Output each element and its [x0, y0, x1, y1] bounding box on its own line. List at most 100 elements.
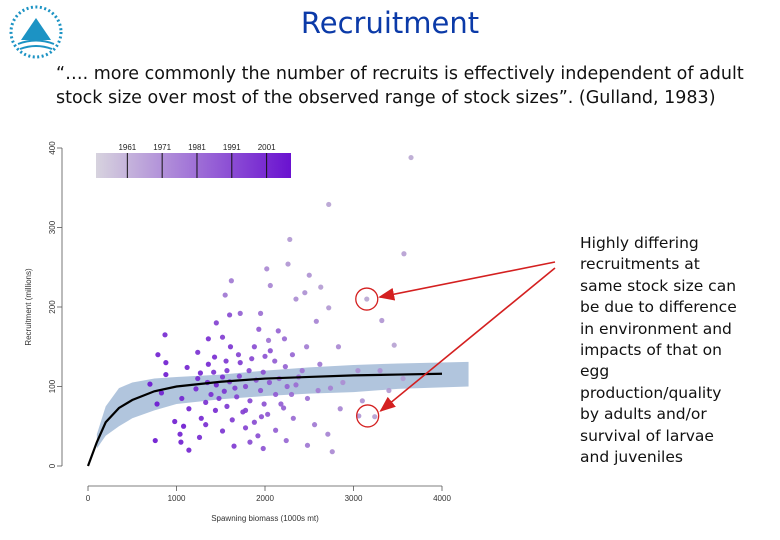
data-point — [306, 272, 312, 278]
data-point — [281, 336, 288, 342]
data-point — [216, 395, 222, 402]
y-axis-label: Recruitment (millions) — [24, 268, 33, 346]
data-point — [289, 352, 296, 358]
highlight-circle — [356, 404, 380, 428]
data-point — [335, 344, 342, 350]
data-point — [391, 342, 397, 348]
y-tick-label: 0 — [48, 463, 57, 468]
data-point — [219, 428, 226, 434]
colorbar-tick-label: 1991 — [223, 143, 241, 152]
data-point — [280, 405, 287, 411]
data-point — [318, 284, 324, 290]
data-point — [273, 427, 279, 433]
data-point — [224, 368, 230, 374]
highlight-circles — [355, 287, 380, 428]
data-point — [212, 407, 219, 413]
data-point — [337, 406, 343, 412]
data-point — [152, 437, 158, 444]
slide-title: Recruitment — [300, 6, 480, 40]
data-point — [251, 344, 257, 350]
data-point — [178, 439, 184, 445]
data-point — [158, 390, 165, 396]
data-point — [326, 201, 332, 208]
data-point — [237, 310, 243, 316]
fit-curve-line — [86, 372, 443, 467]
organization-logo-icon — [9, 5, 63, 59]
data-point — [278, 401, 284, 407]
annotation-text: Highly differing recruitments at same st… — [580, 234, 737, 467]
colorbar-tick-label: 2001 — [258, 143, 276, 152]
data-point — [205, 336, 211, 342]
data-point — [267, 282, 273, 289]
data-point — [221, 388, 227, 394]
data-point — [260, 369, 266, 375]
data-point — [184, 364, 190, 371]
data-point — [223, 358, 229, 364]
data-point — [288, 391, 295, 398]
data-point — [249, 356, 255, 362]
data-point — [266, 379, 273, 386]
x-tick-label: 3000 — [345, 494, 363, 503]
colorbar-tick-label: 1971 — [153, 143, 171, 152]
data-point — [256, 326, 262, 332]
x-axis-label: Spawning biomass (1000s mt) — [211, 514, 319, 523]
data-point — [377, 368, 383, 374]
data-point — [262, 353, 268, 359]
data-point — [193, 386, 199, 392]
data-point — [265, 411, 271, 417]
data-point — [195, 349, 201, 355]
year-colorbar: 1961 1971 1981 1991 2001 — [96, 143, 291, 178]
annotation-arrow — [378, 261, 556, 301]
data-point — [195, 375, 201, 382]
data-point — [180, 423, 187, 429]
data-point — [186, 447, 192, 453]
data-point — [172, 418, 178, 425]
data-point — [224, 403, 230, 409]
fit-curve — [86, 372, 443, 467]
x-tick-label: 0 — [86, 494, 91, 503]
data-point — [242, 383, 249, 390]
data-point — [293, 296, 299, 302]
data-point — [208, 391, 214, 398]
data-point — [155, 352, 161, 358]
y-tick-label: 200 — [48, 300, 57, 314]
chart-axes: 0 1000 2000 3000 4000 0 100 200 300 400 Spawning b… — [24, 141, 451, 523]
colorbar-tick-label: 1981 — [188, 143, 206, 152]
data-point — [196, 434, 203, 440]
data-point — [311, 422, 318, 428]
data-point — [302, 290, 308, 296]
data-point — [356, 413, 362, 419]
data-point — [251, 419, 257, 425]
data-point — [179, 395, 185, 402]
data-point — [264, 266, 270, 272]
data-point — [228, 278, 234, 284]
data-point — [227, 312, 233, 318]
data-point — [246, 368, 252, 374]
data-point — [329, 449, 335, 455]
data-point — [273, 391, 279, 398]
x-tick-label: 1000 — [168, 494, 186, 503]
data-point — [163, 360, 169, 366]
data-point — [236, 373, 242, 379]
annotation-arrows — [378, 261, 556, 412]
data-point — [313, 318, 319, 324]
data-point — [163, 371, 169, 378]
data-point — [247, 398, 253, 404]
data-point — [372, 414, 378, 420]
data-point — [213, 382, 219, 388]
data-point — [198, 415, 204, 421]
data-point — [258, 414, 265, 420]
data-point — [283, 437, 289, 444]
data-point — [234, 394, 240, 400]
confidence-band — [96, 361, 469, 449]
data-point — [147, 381, 153, 387]
data-point — [379, 317, 385, 324]
annotation-arrow — [379, 267, 556, 412]
data-point — [211, 369, 217, 375]
data-point — [265, 337, 272, 343]
data-point — [247, 439, 253, 445]
data-point — [227, 344, 234, 350]
data-point — [317, 361, 323, 367]
data-point — [211, 354, 218, 360]
